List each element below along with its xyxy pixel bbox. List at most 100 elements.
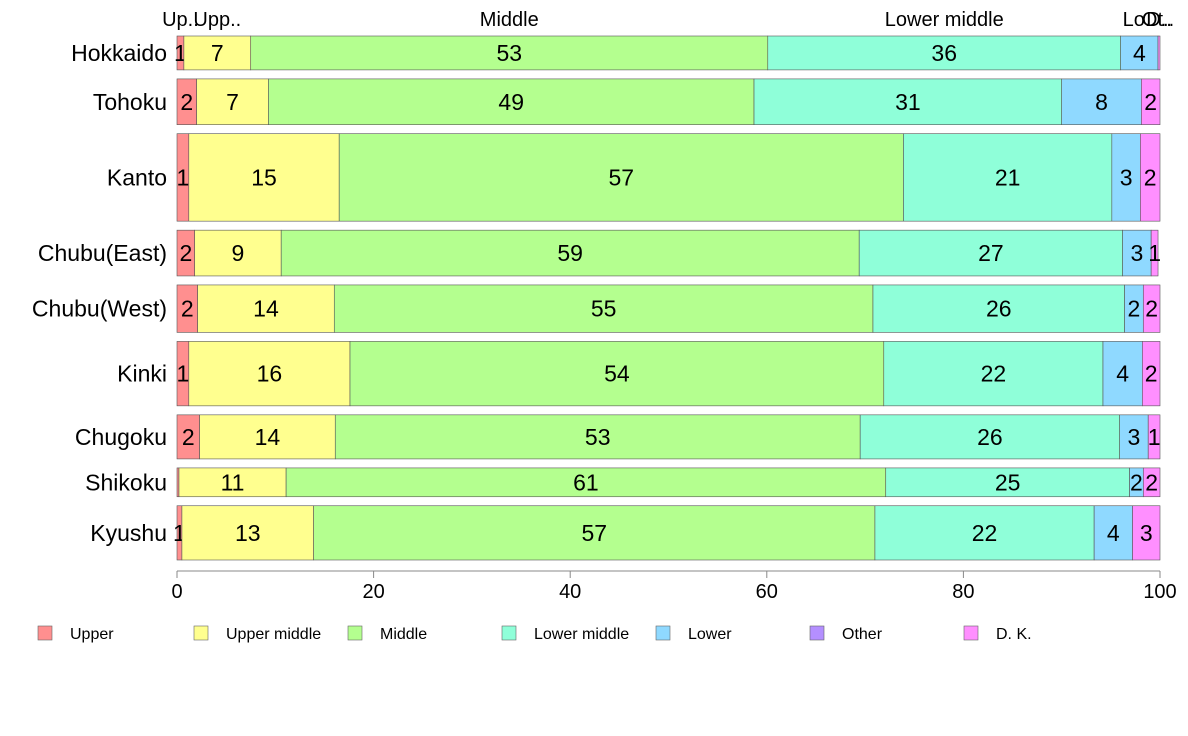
legend: Upper Upper middle Middle Lower middle Lower… [37, 625, 1032, 643]
data-label: 14 [255, 424, 281, 450]
data-label: 8 [1095, 89, 1108, 115]
data-label: 1 [1148, 424, 1161, 450]
bar-segment [1150, 229, 1159, 277]
data-label: 1 [176, 361, 189, 387]
data-label: 2 [1145, 296, 1158, 322]
data-label: 9 [232, 240, 245, 266]
bar-segment [1147, 414, 1161, 460]
bar-segment [1142, 467, 1161, 498]
data-label: 27 [978, 240, 1004, 266]
bar-segment [767, 35, 1121, 71]
data-label: 57 [581, 520, 607, 546]
bar-segment [333, 284, 874, 333]
data-label: 2 [180, 89, 193, 115]
legend-label: Middle [380, 626, 427, 643]
legend-label: Lower [688, 626, 732, 643]
data-label: 16 [257, 361, 283, 387]
x-axis: 0 20 40 60 80 100 [171, 570, 1177, 603]
data-label: 21 [995, 164, 1021, 190]
data-label: 2 [1144, 164, 1157, 190]
bar-segment [268, 78, 755, 125]
legend-swatch [193, 625, 209, 641]
bar-segment [1142, 341, 1161, 407]
data-label: 3 [1120, 164, 1133, 190]
data-label: 61 [573, 469, 599, 495]
data-label: 2 [1145, 361, 1158, 387]
data-label: 2 [1128, 296, 1141, 322]
x-tick-label: 20 [362, 581, 384, 603]
bar-segment [194, 229, 282, 277]
data-label: 7 [211, 40, 224, 66]
bar-segment [1102, 341, 1143, 407]
legend-label: Lower middle [534, 626, 629, 643]
data-label: 2 [1144, 89, 1157, 115]
data-label: 2 [1145, 469, 1158, 495]
data-label: 22 [981, 361, 1007, 387]
category-label: Chubu(East) [38, 240, 167, 266]
data-label: 4 [1107, 520, 1120, 546]
top-label: Ot.. [1142, 9, 1174, 31]
x-tick-label: 80 [952, 581, 974, 603]
bar-segment [1141, 78, 1161, 125]
bar-segment [183, 35, 252, 71]
bar-segment [1132, 505, 1161, 561]
data-label: 31 [895, 89, 921, 115]
bar-segment [196, 78, 269, 125]
legend-label: D. K. [996, 626, 1032, 643]
data-label: 3 [1140, 520, 1153, 546]
category-label: Kanto [107, 164, 167, 190]
bar-segment [1140, 133, 1161, 222]
data-label: 4 [1133, 40, 1146, 66]
bar-segment [872, 284, 1125, 333]
bar-segment [280, 229, 860, 277]
top-label: D.. [1146, 9, 1172, 31]
data-label: 49 [498, 89, 524, 115]
bar-segment [188, 133, 340, 222]
bar-segment [313, 505, 876, 561]
data-label: 1 [176, 164, 189, 190]
data-label: 15 [251, 164, 277, 190]
category-label: Chugoku [75, 424, 167, 450]
data-label: 26 [986, 296, 1012, 322]
data-label: 59 [557, 240, 583, 266]
bar-segment [338, 133, 904, 222]
data-label: 36 [931, 40, 957, 66]
data-label: 13 [235, 520, 261, 546]
bar-segment [285, 467, 887, 498]
bar-segment [903, 133, 1113, 222]
data-label: 4 [1116, 361, 1129, 387]
data-label: 54 [604, 361, 630, 387]
bar-area: 1 7 53 36 42 7 49 31 8 21 15 57 21 3 22 9 59 27 3 12 14 55 26 2… [173, 35, 1161, 561]
data-label: 57 [609, 164, 635, 190]
bar-segment [1122, 229, 1152, 277]
data-label: 11 [221, 469, 245, 495]
top-label: Lo.. [1123, 9, 1156, 31]
x-tick-label: 0 [171, 581, 182, 603]
data-label: 14 [253, 296, 279, 322]
category-label: Chubu(West) [32, 296, 167, 322]
bar-segment [178, 467, 287, 498]
bar-segment [883, 341, 1104, 407]
bar-segment [1120, 35, 1159, 71]
bar-segment [885, 467, 1130, 498]
x-tick-label: 40 [559, 581, 581, 603]
data-label: 7 [226, 89, 239, 115]
data-label: 55 [591, 296, 617, 322]
bar-segment [1061, 78, 1142, 125]
top-label: Upp.. [193, 9, 241, 31]
legend-swatch [501, 625, 517, 641]
top-label: Up.. [162, 9, 199, 31]
bar-segment [349, 341, 885, 407]
bar-segment [250, 35, 769, 71]
bar-segment [859, 414, 1120, 460]
data-label: 2 [182, 424, 195, 450]
legend-swatch [37, 625, 53, 641]
data-label: 26 [977, 424, 1003, 450]
bar-segment [874, 505, 1095, 561]
legend-swatch [809, 625, 825, 641]
bar-segment [197, 284, 335, 333]
data-label: 3 [1131, 240, 1144, 266]
top-label: Middle [480, 9, 539, 31]
bar-segment [753, 78, 1062, 125]
